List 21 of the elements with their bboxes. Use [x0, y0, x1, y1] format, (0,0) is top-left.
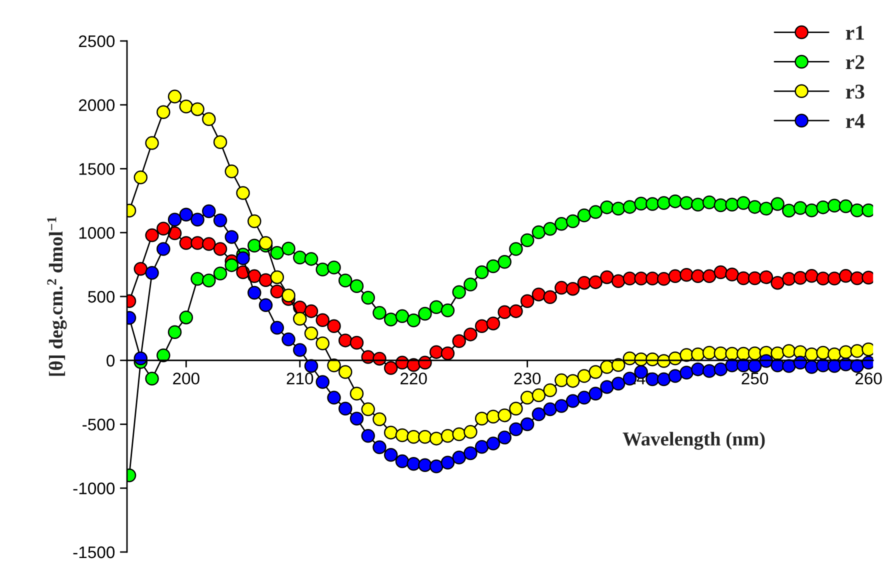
- legend-label: r4: [846, 114, 865, 128]
- x-tick-label: 210: [286, 372, 314, 384]
- x-tick-label: 230: [514, 372, 541, 384]
- y-tick-label: 1000: [79, 227, 115, 239]
- x-tick-label: 250: [742, 372, 768, 384]
- x-tick-label: 260: [855, 372, 882, 384]
- legend-label: r3: [846, 84, 864, 99]
- y-tick-label: -500: [82, 418, 115, 430]
- y-tick-label: -1000: [73, 482, 115, 494]
- y-tick-label: -1500: [73, 546, 115, 558]
- x-tick-label: 200: [173, 372, 200, 384]
- legend-label: r2: [846, 55, 864, 70]
- y-axis-title: [θ] deg.cm.$^{2}$ dmol$^{−1}$: [47, 217, 67, 376]
- x-tick-label: 220: [400, 372, 427, 384]
- legend-label: r1: [846, 26, 864, 40]
- y-tick-label: 1500: [79, 163, 115, 175]
- y-tick-label: 0: [106, 354, 115, 367]
- y-tick-label: 2000: [78, 99, 115, 112]
- y-tick-label: 2500: [78, 35, 115, 48]
- x-axis-title: Wavelength (nm): [622, 432, 765, 450]
- y-tick-label: 500: [88, 290, 115, 303]
